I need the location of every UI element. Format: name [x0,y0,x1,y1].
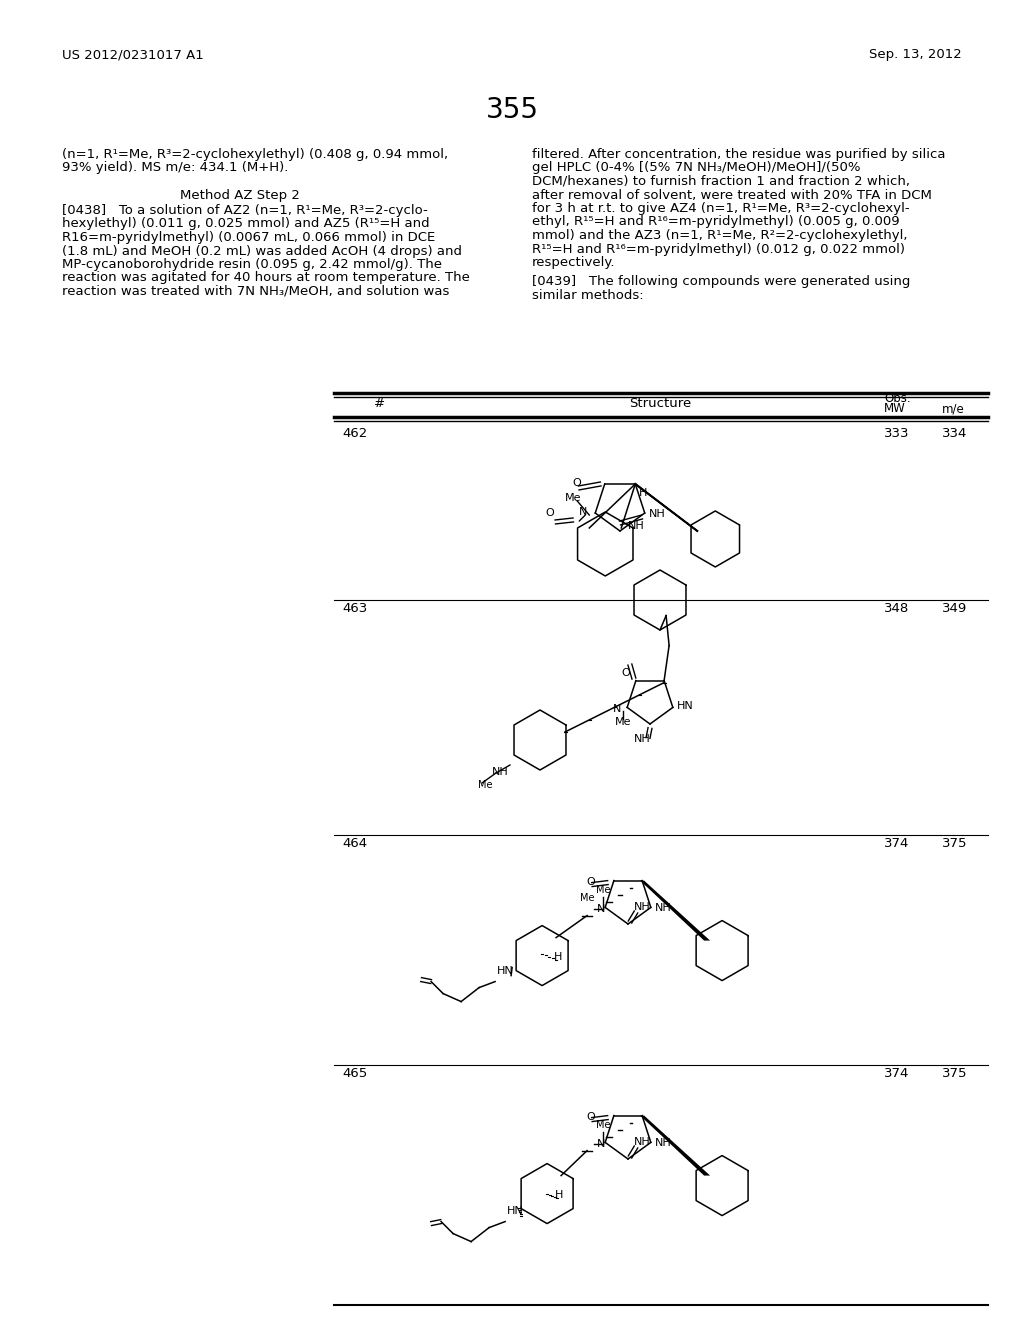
Text: NH: NH [634,1137,650,1147]
Text: reaction was treated with 7N NH₃/MeOH, and solution was: reaction was treated with 7N NH₃/MeOH, a… [62,285,450,298]
Text: hexylethyl) (0.011 g, 0.025 mmol) and AZ5 (R¹⁵=H and: hexylethyl) (0.011 g, 0.025 mmol) and AZ… [62,218,430,231]
Text: 355: 355 [485,96,539,124]
Text: N: N [597,1139,605,1150]
Text: 462: 462 [342,426,368,440]
Text: HN: HN [677,701,693,711]
Polygon shape [640,880,710,941]
Text: [0439]   The following compounds were generated using: [0439] The following compounds were gene… [532,276,910,289]
Text: N: N [579,507,588,517]
Text: Me: Me [596,1121,610,1130]
Text: NH: NH [654,903,672,913]
Text: O: O [586,876,595,887]
Text: NH: NH [492,767,509,777]
Text: 349: 349 [942,602,968,615]
Text: gel HPLC (0-4% [(5% 7N NH₃/MeOH)/MeOH]/(50%: gel HPLC (0-4% [(5% 7N NH₃/MeOH)/MeOH]/(… [532,161,860,174]
Text: [0438]   To a solution of AZ2 (n=1, R¹=Me, R³=2-cyclo-: [0438] To a solution of AZ2 (n=1, R¹=Me,… [62,205,428,216]
Text: H: H [554,952,562,961]
Text: 348: 348 [884,602,909,615]
Text: US 2012/0231017 A1: US 2012/0231017 A1 [62,48,204,61]
Text: (1.8 mL) and MeOH (0.2 mL) was added AcOH (4 drops) and: (1.8 mL) and MeOH (0.2 mL) was added AcO… [62,244,462,257]
Text: O: O [572,478,582,488]
Text: respectively.: respectively. [532,256,615,269]
Text: NH: NH [649,510,666,519]
Text: NH: NH [628,521,645,531]
Text: 375: 375 [942,1067,968,1080]
Text: ethyl, R¹⁵=H and R¹⁶=m-pyridylmethyl) (0.005 g, 0.009: ethyl, R¹⁵=H and R¹⁶=m-pyridylmethyl) (0… [532,215,900,228]
Text: N: N [612,705,622,714]
Text: 334: 334 [942,426,968,440]
Text: Me: Me [565,494,582,503]
Text: Method AZ Step 2: Method AZ Step 2 [180,189,300,202]
Polygon shape [640,1115,710,1176]
Text: (n=1, R¹=Me, R³=2-cyclohexylethyl) (0.408 g, 0.94 mmol,: (n=1, R¹=Me, R³=2-cyclohexylethyl) (0.40… [62,148,449,161]
Text: similar methods:: similar methods: [532,289,644,302]
Text: O: O [546,508,554,517]
Text: for 3 h at r.t. to give AZ4 (n=1, R¹=Me, R³=2-cyclohexyl-: for 3 h at r.t. to give AZ4 (n=1, R¹=Me,… [532,202,909,215]
Text: N: N [597,904,605,915]
Text: Me: Me [596,886,610,895]
Text: H: H [639,488,647,498]
Text: R16=m-pyridylmethyl) (0.0067 mL, 0.066 mmol) in DCE: R16=m-pyridylmethyl) (0.0067 mL, 0.066 m… [62,231,435,244]
Text: MP-cycanoborohydride resin (0.095 g, 2.42 mmol/g). The: MP-cycanoborohydride resin (0.095 g, 2.4… [62,257,442,271]
Text: 464: 464 [342,837,368,850]
Text: m/e: m/e [942,403,965,414]
Text: Structure: Structure [629,397,691,411]
Text: H: H [555,1189,563,1200]
Text: O: O [586,1111,595,1122]
Text: Obs.: Obs. [884,392,910,405]
Text: Sep. 13, 2012: Sep. 13, 2012 [869,48,962,61]
Text: HN: HN [497,966,514,975]
Text: R¹⁵=H and R¹⁶=m-pyridylmethyl) (0.012 g, 0.022 mmol): R¹⁵=H and R¹⁶=m-pyridylmethyl) (0.012 g,… [532,243,905,256]
Text: 374: 374 [884,837,909,850]
Text: #: # [374,397,385,411]
Text: 375: 375 [942,837,968,850]
Text: after removal of solvent, were treated with 20% TFA in DCM: after removal of solvent, were treated w… [532,189,932,202]
Text: 374: 374 [884,1067,909,1080]
Text: Me: Me [478,780,493,789]
Text: filtered. After concentration, the residue was purified by silica: filtered. After concentration, the resid… [532,148,945,161]
Text: NH: NH [654,1138,672,1148]
Text: 463: 463 [342,602,368,615]
Text: mmol) and the AZ3 (n=1, R¹=Me, R²=2-cyclohexylethyl,: mmol) and the AZ3 (n=1, R¹=Me, R²=2-cycl… [532,228,907,242]
Text: 465: 465 [342,1067,368,1080]
Text: O: O [622,668,630,677]
Text: Me: Me [580,894,594,903]
Text: Me: Me [615,717,632,727]
Text: MW: MW [884,403,906,414]
Text: 93% yield). MS m/e: 434.1 (M+H).: 93% yield). MS m/e: 434.1 (M+H). [62,161,289,174]
Text: reaction was agitated for 40 hours at room temperature. The: reaction was agitated for 40 hours at ro… [62,272,470,285]
Text: HN: HN [507,1205,524,1216]
Text: NH: NH [634,734,650,744]
Text: NH: NH [634,902,650,912]
Text: DCM/hexanes) to furnish fraction 1 and fraction 2 which,: DCM/hexanes) to furnish fraction 1 and f… [532,176,910,187]
Text: 333: 333 [884,426,909,440]
